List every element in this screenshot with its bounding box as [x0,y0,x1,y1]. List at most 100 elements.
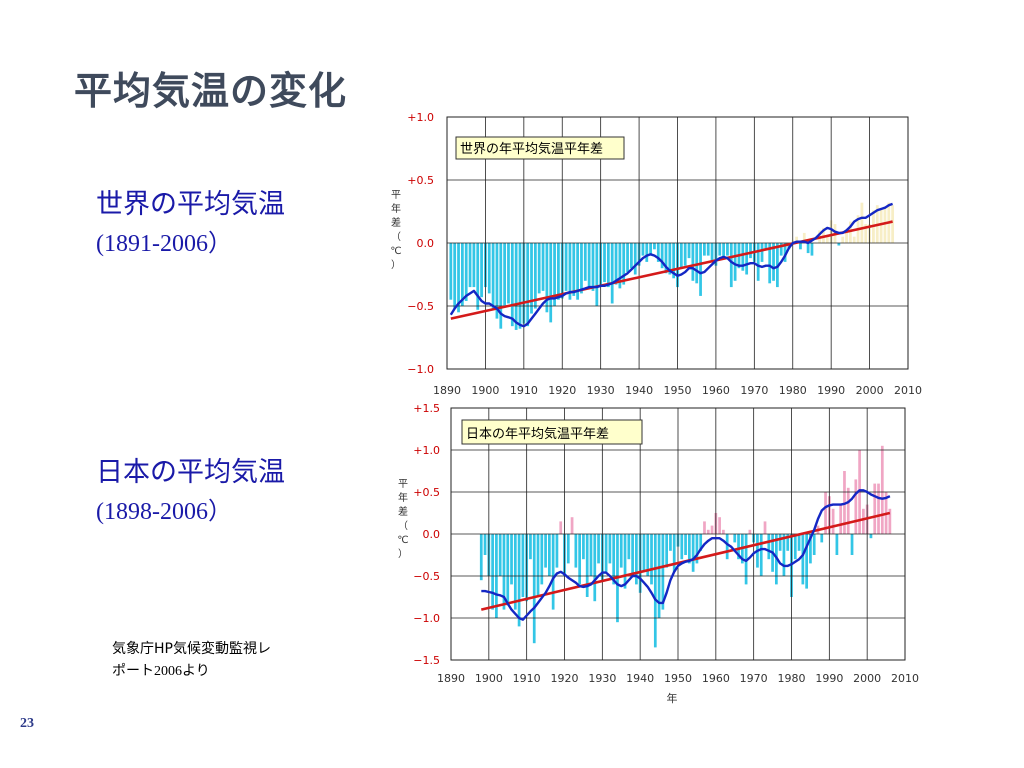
world-x-tick-label: 1900 [471,384,499,397]
japan-bar [839,504,843,534]
japan-y-axis-label-char: 年 [398,491,408,504]
japan-bar [559,521,563,534]
source-line-2: ポート2006より [112,660,271,683]
world-bar [495,243,499,319]
japan-bar [820,534,824,543]
japan-bar [551,534,555,610]
japan-bar [570,517,574,534]
source-line-2-suffix: より [182,663,210,679]
world-bar [518,243,522,329]
world-bar [864,224,868,243]
world-bar [630,243,633,269]
world-bar [825,236,829,243]
world-legend-title: 世界の年平均気温平年差 [460,141,603,157]
world-bar [852,236,856,243]
japan-bar [718,517,721,534]
world-y-axis-label-char: ） [391,259,401,271]
world-bar [848,221,852,243]
japan-x-tick-label: 1940 [626,672,654,685]
japan-bar [650,534,653,585]
japan-y-tick-label: −1.5 [413,654,440,667]
japan-bar [585,534,589,597]
world-bar [491,243,495,309]
world-x-tick-label: 1940 [625,384,653,397]
japan-bar [850,534,854,555]
world-bar [580,243,583,294]
world-bar [679,243,683,269]
japan-y-tick-label: +0.5 [413,486,440,499]
world-bar [672,243,676,279]
japan-bar [589,534,593,576]
japan-bar [532,534,536,644]
japan-bar [835,534,839,555]
world-y-tick-label: +0.5 [407,174,434,187]
world-bar [583,243,587,281]
japan-x-tick-label: 1980 [778,672,806,685]
world-y-tick-label: −1.0 [407,363,434,376]
japan-y-axis-label-char: 差 [398,505,408,518]
japan-bar [510,534,513,585]
japan-bar [653,534,657,648]
japan-x-tick-label: 1900 [475,672,503,685]
japan-smoothed-line [481,489,891,621]
japan-x-tick-label: 1920 [551,672,579,685]
world-trend-line [450,220,893,320]
world-bar [553,243,556,306]
japan-y-tick-label: −0.5 [413,570,440,583]
japan-bar [672,534,676,572]
world-bar [503,243,507,306]
world-bar [507,243,510,304]
world-bar [622,243,626,285]
japan-bar [612,534,616,585]
japan-bar [805,534,808,589]
world-bar [633,243,637,275]
japan-x-tick-label: 2010 [891,672,919,685]
world-bar [783,243,787,262]
world-bar [722,243,725,259]
world-bar [710,243,714,262]
japan-bar [691,534,695,572]
world-bar [749,243,752,259]
japan-bar [536,534,540,597]
world-chart: 世界の年平均気温平年差 +1.0 +0.5 0.0 −0.5 −1.0 1890 1900 19… [390,111,922,397]
world-bar [683,243,687,266]
japan-bar [744,534,748,585]
world-bar [530,243,533,314]
world-bar [837,243,841,246]
japan-x-tick-label: 2000 [853,672,881,685]
world-bar [480,243,483,298]
japan-bar [748,529,752,534]
world-bar [610,243,614,304]
source-line-2-prefix: ポート [112,663,154,679]
japan-bar [506,534,510,606]
world-bar [564,243,568,291]
world-legend-box [455,136,625,160]
japan-bar [491,534,494,610]
japan-bar [604,534,608,572]
japan-bar [797,534,801,551]
japan-bar [706,529,710,534]
japan-chart: 日本の年平均気温平年差 +1.5 +1.0 +0.5 0.0 −0.5 −1.0 −1.5 18… [397,402,919,705]
japan-x-tick-label: 1910 [513,672,541,685]
world-bar [664,243,668,274]
japan-bar [824,492,827,534]
japan-bar [725,534,729,560]
japan-bar [642,534,646,572]
japan-y-axis-label-char: ） [398,548,408,560]
world-x-tick-label: 2010 [894,384,922,397]
japan-panel-range: (1898-2006） [96,499,232,525]
world-bar [729,243,733,288]
world-bar [626,243,629,272]
world-bar [460,243,464,306]
japan-bar [854,479,858,534]
japan-frame [450,407,906,661]
japan-bar [862,508,865,534]
japan-bar [608,534,612,564]
japan-bar [521,534,525,597]
japan-bar [680,534,684,560]
japan-x-tick-label: 1950 [664,672,692,685]
world-panel-range: (1891-2006） [96,231,232,257]
source-year: 2006 [154,664,182,679]
japan-bar [578,534,581,585]
world-y-tick-label: 0.0 [417,237,435,250]
